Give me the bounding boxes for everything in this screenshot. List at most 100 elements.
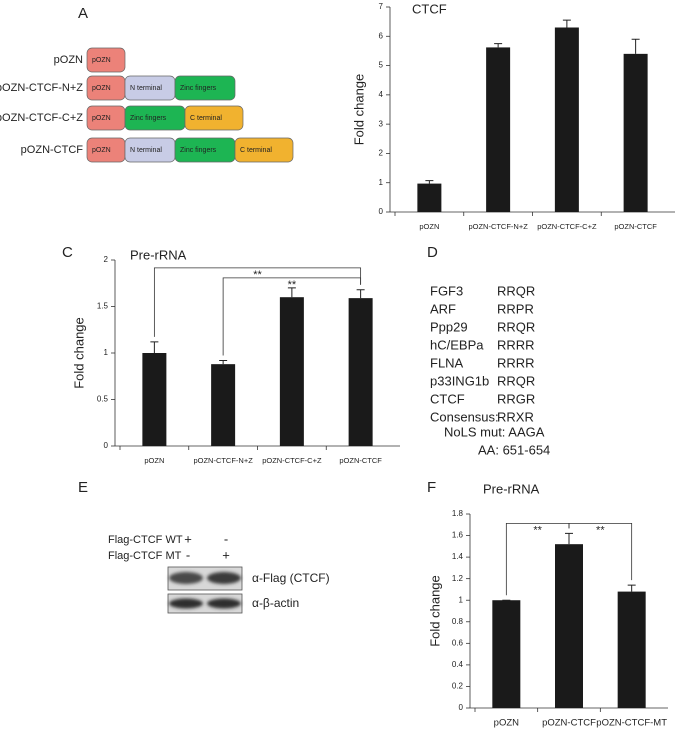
x-tick-label: pOZN	[494, 718, 519, 729]
construct-label: pOZN-CTCF	[21, 144, 84, 156]
domain-label: Zinc fingers	[180, 147, 217, 154]
x-tick-label: pOZN	[144, 456, 164, 465]
error-bar	[562, 19, 571, 28]
domain-label: Zinc fingers	[180, 85, 217, 92]
x-tick-label: pOZN-CTCF-MT	[596, 718, 667, 729]
domain-label: pOZN	[92, 147, 111, 154]
motif-protein: p33ING1b	[430, 373, 489, 388]
y-tick-label: 1	[379, 178, 384, 187]
y-tick-label: 1.2	[452, 574, 464, 583]
motif-protein: FLNA	[430, 355, 464, 370]
x-tick-label: pOZN-CTCF-N+Z	[193, 456, 253, 465]
motif-protein: ARF	[430, 301, 456, 316]
panel-label: C	[62, 244, 73, 261]
domain-box	[184, 105, 244, 131]
y-tick-label: 6	[379, 31, 384, 40]
blot-band	[207, 572, 241, 584]
blot-lane-sign: -	[224, 531, 228, 546]
y-tick-label: 1.5	[97, 302, 109, 311]
domain-label: pOZN	[92, 85, 111, 92]
domain-box	[234, 137, 294, 163]
bar	[555, 544, 583, 708]
y-tick-label: 1.4	[452, 552, 464, 561]
domain-label: Zinc fingers	[130, 115, 167, 122]
motif-protein: FGF3	[430, 283, 463, 298]
chart-title: Pre-rRNA	[483, 481, 540, 496]
significance-label: **	[253, 269, 262, 281]
x-tick-label: pOZN-CTCF-N+Z	[468, 222, 528, 231]
motif-sequence: RRRR	[497, 355, 535, 370]
error-bar	[565, 532, 573, 545]
motif-sequence: RRRR	[497, 337, 535, 352]
bar	[617, 591, 646, 708]
y-axis-label: Fold change	[427, 575, 442, 647]
y-tick-label: 1	[104, 348, 109, 357]
significance-bracket	[153, 267, 362, 337]
y-tick-label: 0	[104, 441, 109, 450]
bar	[623, 53, 648, 212]
motif-protein: hC/EBPa	[430, 337, 484, 352]
domain-label: N terminal	[130, 85, 162, 92]
panel-label: F	[427, 479, 436, 496]
error-bar	[356, 289, 365, 299]
blot-lane-sign: +	[184, 531, 192, 546]
x-tick-label: pOZN-CTCF	[542, 718, 596, 729]
y-tick-label: 7	[379, 2, 384, 11]
significance-label: **	[596, 524, 605, 536]
significance-label: **	[533, 524, 542, 536]
x-tick-label: pOZN	[419, 222, 439, 231]
motif-protein: Ppp29	[430, 319, 468, 334]
panel-label: E	[78, 479, 88, 496]
y-axis-label: Fold change	[71, 317, 86, 389]
y-tick-label: 0.8	[452, 617, 464, 626]
blot-antibody: α-β-actin	[252, 596, 299, 610]
y-tick-label: 2	[379, 149, 384, 158]
y-tick-label: 0	[459, 703, 464, 712]
y-tick-label: 2	[104, 255, 109, 264]
error-bar	[494, 43, 503, 48]
chart-title: CTCF	[412, 1, 447, 16]
construct-label: pOZN	[54, 54, 83, 66]
motif-protein: CTCF	[430, 391, 465, 406]
blot-condition: Flag-CTCF WT	[108, 534, 183, 546]
bar	[348, 298, 373, 446]
x-tick-label: pOZN-CTCF-C+Z	[537, 222, 597, 231]
domain-label: N terminal	[130, 147, 162, 154]
significance-label: **	[288, 279, 297, 291]
y-tick-label: 4	[379, 90, 384, 99]
domain-box	[174, 75, 236, 101]
y-tick-label: 1.6	[452, 531, 464, 540]
blot-condition: Flag-CTCF MT	[108, 550, 182, 562]
y-tick-label: 0.5	[97, 395, 109, 404]
blot-band	[207, 598, 241, 609]
blot-band	[169, 572, 203, 584]
motif-sequence: RRQR	[497, 373, 535, 388]
panel-label: D	[427, 244, 438, 261]
construct-label: pOZN-CTCF-N+Z	[0, 82, 83, 94]
domain-label: pOZN	[92, 57, 111, 64]
bar	[554, 27, 579, 212]
error-bar	[150, 341, 159, 353]
y-tick-label: 0	[379, 207, 384, 216]
domain-box	[86, 47, 126, 73]
domain-label: C terminal	[190, 115, 222, 122]
blot-lane-sign: -	[186, 547, 190, 562]
y-tick-label: 1	[459, 595, 464, 604]
error-bar	[287, 287, 296, 298]
blot-band	[169, 598, 203, 609]
blot-lane-sign: +	[222, 547, 230, 562]
bar	[142, 353, 167, 446]
y-tick-label: 5	[379, 61, 384, 70]
bar	[492, 600, 521, 708]
x-tick-label: pOZN-CTCF-C+Z	[262, 456, 322, 465]
error-bar	[219, 359, 228, 365]
bar	[279, 297, 304, 446]
significance-bracket	[568, 523, 633, 581]
motif-sequence: RRQR	[497, 283, 535, 298]
y-tick-label: 0.6	[452, 638, 464, 647]
motif-sequence: RRXR	[497, 409, 534, 424]
y-tick-label: 0.4	[452, 660, 464, 669]
motif-sequence: RRPR	[497, 301, 534, 316]
bar	[211, 364, 236, 446]
